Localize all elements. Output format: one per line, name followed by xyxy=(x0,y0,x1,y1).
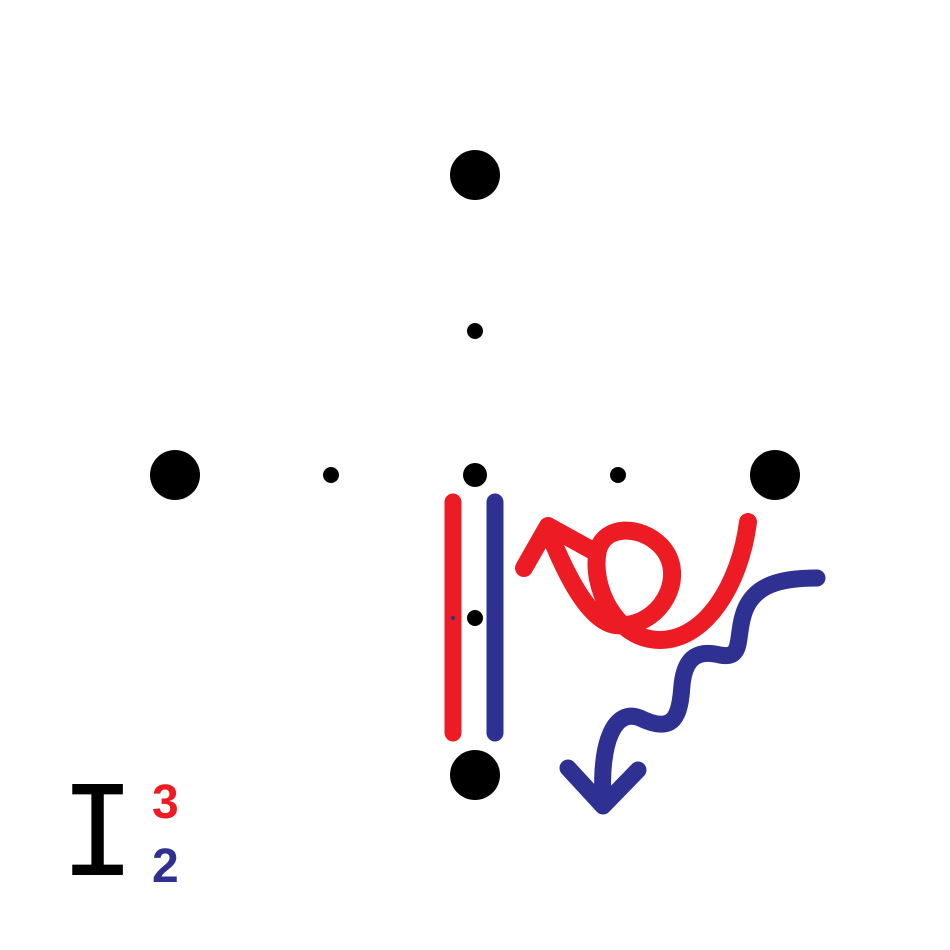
label-subscript: 2 xyxy=(152,840,179,893)
left-small-dot xyxy=(323,467,339,483)
blue-arrowhead xyxy=(559,759,647,815)
blue-wavy-arrow xyxy=(594,569,826,809)
red-curly-arrow xyxy=(539,513,757,649)
red-bar-midpoint-marker xyxy=(451,616,455,620)
blue-bar-midpoint-marker xyxy=(493,616,497,620)
upper-small-dot xyxy=(467,323,483,339)
label-main: I xyxy=(60,760,135,905)
top-large-dot xyxy=(450,150,500,200)
right-large-dot xyxy=(750,450,800,500)
right-small-dot xyxy=(610,467,626,483)
bottom-large-dot xyxy=(450,750,500,800)
center-small-dot xyxy=(463,463,487,487)
bar-center-dot xyxy=(467,610,483,626)
label-superscript: 3 xyxy=(152,776,179,829)
left-large-dot xyxy=(150,450,200,500)
red-arrowhead xyxy=(515,517,604,577)
